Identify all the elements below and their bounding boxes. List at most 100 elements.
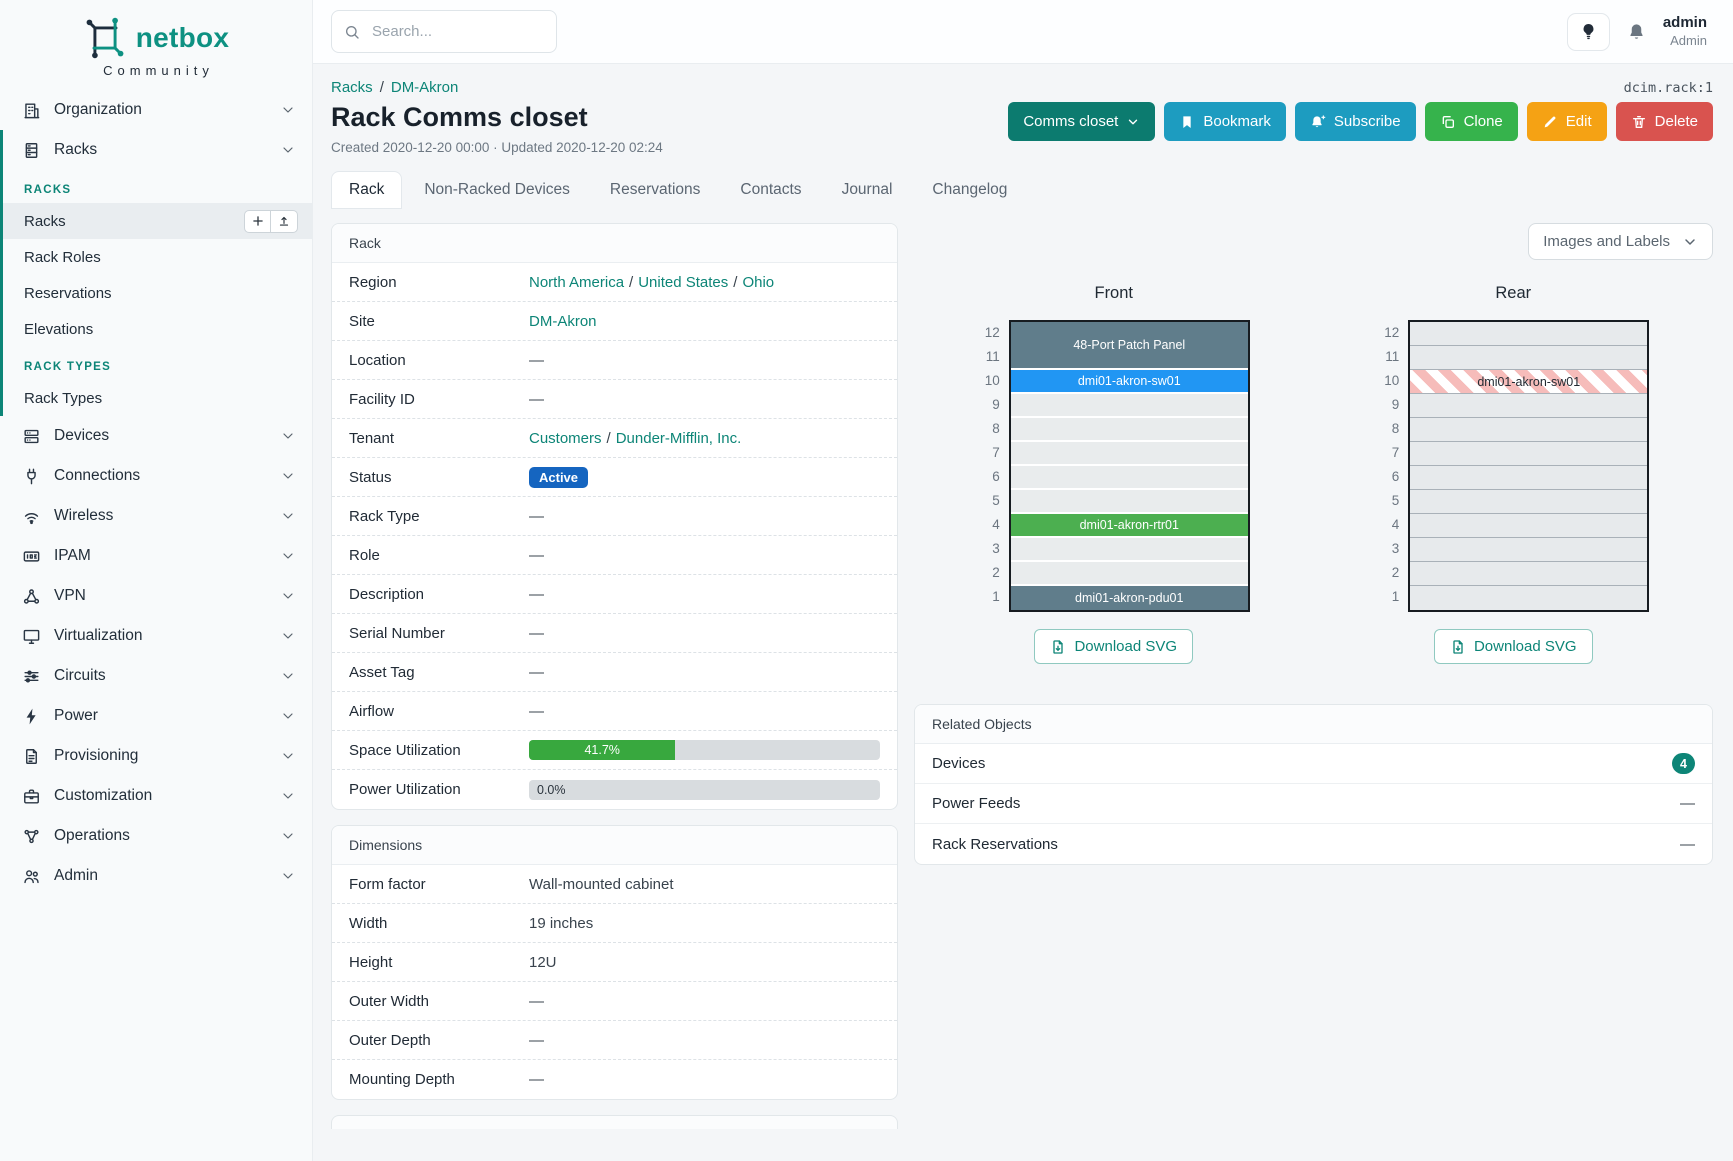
rear-download-svg-button[interactable]: Download SVG (1433, 629, 1593, 664)
tab-contacts[interactable]: Contacts (740, 181, 802, 198)
tab-rack[interactable]: Rack (331, 171, 403, 209)
rack-empty-slot-u3[interactable] (1010, 538, 1248, 562)
rack-empty-slot-u7[interactable] (1410, 442, 1648, 466)
rack-empty-slot-u2[interactable] (1010, 562, 1248, 586)
sidebar-item-label: Racks (54, 141, 98, 158)
rack-empty-slot-u5[interactable] (1410, 490, 1648, 514)
link-customers[interactable]: Customers (529, 429, 602, 447)
sidebar-item-circuits[interactable]: Circuits (0, 656, 312, 696)
context-dropdown-button[interactable]: Comms closet (1008, 102, 1156, 141)
rack-empty-slot-u8[interactable] (1410, 418, 1648, 442)
rack-device-48-port-patch-panel[interactable]: 48-Port Patch Panel (1010, 322, 1248, 370)
topbar: admin Admin (313, 0, 1733, 64)
chevron-down-icon (280, 508, 296, 524)
sidebar-item-label: Customization (54, 787, 153, 804)
search-input[interactable] (331, 10, 557, 53)
import-rack-button[interactable] (271, 209, 298, 233)
sidebar-item-racks[interactable]: Racks (3, 203, 312, 239)
rack-empty-slot-u2[interactable] (1410, 562, 1648, 586)
rack-empty-slot-u11[interactable] (1410, 346, 1648, 370)
rack-empty-slot-u6[interactable] (1410, 466, 1648, 490)
count-badge[interactable]: 4 (1672, 753, 1695, 774)
front-download-svg-button[interactable]: Download SVG (1034, 629, 1194, 664)
sidebar-group-racks: Racks RACKS Racks Rack Roles Reservations Ele… (0, 130, 312, 416)
plug-icon (22, 467, 41, 486)
sidebar-item-admin[interactable]: Admin (0, 856, 312, 896)
link-dm-akron[interactable]: DM-Akron (529, 312, 597, 330)
edit-button[interactable]: Edit (1526, 102, 1607, 141)
sidebar-item-rack-roles[interactable]: Rack Roles (24, 248, 101, 266)
sidebar-item-label: IPAM (54, 547, 91, 564)
rack-empty-slot-u4[interactable] (1410, 514, 1648, 538)
rack-empty-slot-u6[interactable] (1010, 466, 1248, 490)
brand: netbox Community (0, 0, 312, 90)
link-dunder-mifflin-inc[interactable]: Dunder-Mifflin, Inc. (615, 429, 742, 447)
field-row-role: Role — (332, 536, 897, 575)
elevation-view-select[interactable]: Images and Labels (1528, 223, 1713, 260)
related-row-devices: Devices 4 (915, 744, 1712, 784)
sidebar-item-operations[interactable]: Operations (0, 816, 312, 856)
rack-empty-slot-u9[interactable] (1010, 394, 1248, 418)
field-row-outer-depth: Outer Depth — (332, 1021, 897, 1060)
sidebar-item-customization[interactable]: Customization (0, 776, 312, 816)
tab-changelog[interactable]: Changelog (932, 181, 1008, 198)
rack-device-dmi01-akron-sw01[interactable]: dmi01-akron-sw01 (1010, 370, 1248, 394)
sidebar-item-racks[interactable]: Racks (3, 130, 312, 170)
rear-rack: dmi01-akron-sw01 (1408, 320, 1650, 612)
chevron-down-icon (280, 102, 296, 118)
subscribe-button[interactable]: Subscribe (1294, 102, 1416, 141)
notifications-bell-icon[interactable] (1627, 22, 1646, 41)
rear-unit-numbers: 12 11 10 9 8 7 6 5 4 3 2 1 (1384, 324, 1400, 604)
link-ohio[interactable]: Ohio (742, 273, 775, 291)
sidebar-item-power[interactable]: Power (0, 696, 312, 736)
delete-button[interactable]: Delete (1615, 102, 1713, 141)
rack-empty-slot-u8[interactable] (1010, 418, 1248, 442)
sidebar-item-wireless[interactable]: Wireless (0, 496, 312, 536)
clone-button[interactable]: Clone (1424, 102, 1518, 141)
status-badge: Active (529, 466, 589, 488)
theme-toggle-button[interactable] (1566, 12, 1610, 51)
content: Racks / DM-Akron dcim.rack:1 Rack Comms cl… (313, 64, 1733, 1161)
related-row-label[interactable]: Rack Reservations (932, 835, 1058, 853)
tab-reservations[interactable]: Reservations (609, 181, 701, 198)
sidebar-item-reservations[interactable]: Reservations (24, 284, 112, 302)
rack-device-dmi01-akron-rtr01[interactable]: dmi01-akron-rtr01 (1010, 514, 1248, 538)
sidebar-item-devices[interactable]: Devices (0, 416, 312, 456)
tab-non-racked-devices[interactable]: Non-Racked Devices (424, 181, 570, 198)
rack-device-dmi01-akron-pdu01[interactable]: dmi01-akron-pdu01 (1010, 586, 1248, 610)
rack-empty-slot-u3[interactable] (1410, 538, 1648, 562)
sidebar-item-virtualization[interactable]: Virtualization (0, 616, 312, 656)
sidebar-item-vpn[interactable]: VPN (0, 576, 312, 616)
chevron-down-icon (280, 142, 296, 158)
rack-empty-slot-u1[interactable] (1410, 586, 1647, 610)
brand-name[interactable]: netbox (135, 22, 230, 53)
bookmark-button[interactable]: Bookmark (1164, 102, 1286, 141)
rack-empty-slot-u9[interactable] (1410, 394, 1648, 418)
related-row-label[interactable]: Power Feeds (932, 795, 1021, 812)
sidebar-item-ipam[interactable]: IPAM (0, 536, 312, 576)
partial-card-below-fold (331, 1115, 898, 1129)
sidebar-item-organization[interactable]: Organization (0, 90, 312, 130)
sidebar-item-rack-types[interactable]: Rack Types (24, 389, 103, 407)
link-north-america[interactable]: North America (529, 273, 625, 291)
user-menu[interactable]: admin Admin (1663, 14, 1707, 49)
related-row-label[interactable]: Devices (932, 755, 986, 772)
rack-empty-slot-u7[interactable] (1010, 442, 1248, 466)
add-rack-button[interactable] (244, 209, 271, 233)
field-row-description: Description — (332, 575, 897, 614)
sidebar-item-provisioning[interactable]: Provisioning (0, 736, 312, 776)
rack-device-rear-dmi01-akron-sw01[interactable]: dmi01-akron-sw01 (1410, 370, 1648, 394)
ipam-icon (22, 547, 41, 566)
chevron-down-icon (280, 868, 296, 884)
rack-empty-slot-u12[interactable] (1410, 322, 1648, 346)
quick-actions (244, 209, 298, 233)
breadcrumb-link-dm-akron[interactable]: DM-Akron (390, 79, 459, 96)
sidebar-item-elevations[interactable]: Elevations (24, 320, 94, 338)
tab-journal[interactable]: Journal (841, 181, 893, 198)
front-elevation: Front 12 11 10 9 8 7 6 5 4 3 2 1 48-Port Patch Pane… (914, 284, 1314, 664)
breadcrumb-link-racks[interactable]: Racks (331, 79, 373, 96)
link-united-states[interactable]: United States (638, 273, 729, 291)
sidebar-item-connections[interactable]: Connections (0, 456, 312, 496)
power-utilization-bar: 0.0% (529, 779, 880, 800)
rack-empty-slot-u5[interactable] (1010, 490, 1248, 514)
